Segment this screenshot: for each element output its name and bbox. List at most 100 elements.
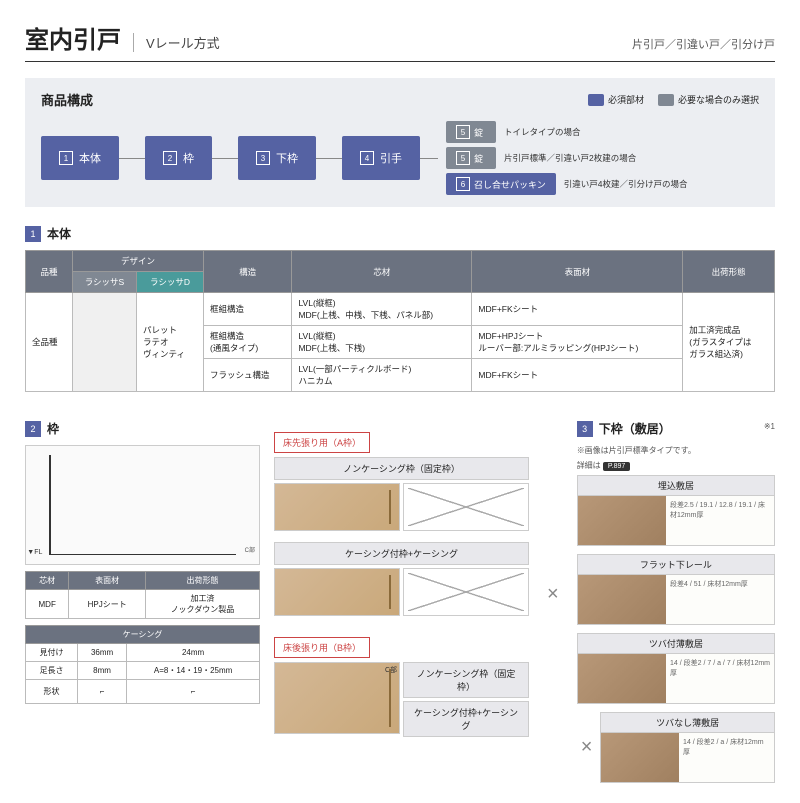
td-struct-2: フラッシュ構造	[204, 359, 292, 392]
sec3-note2-pre: 詳細は	[577, 461, 601, 470]
frame-material-table: 芯材表面材出荷形態 MDFHPJシート加工済 ノックダウン製品	[25, 571, 260, 619]
detail-title-3: ツバなし薄敷居	[600, 712, 775, 733]
branch-num-3: 6	[456, 177, 470, 191]
legend-required-label: 必須部材	[608, 93, 644, 106]
main-title: 室内引戸	[25, 20, 121, 55]
flow-row: 1本体 2枠 3下枠 4引手 5錠トイレタイプの場合 5錠片引戸標準／引違い戸2…	[41, 121, 759, 195]
cross-a-noncasing	[403, 483, 529, 531]
casing-table: ケーシング 見付け36mm24mm 足長さ8mmA=8・14・19・25mm 形…	[25, 625, 260, 704]
branch-note-3: 引違い戸4枚建／引分け戸の場合	[564, 178, 688, 190]
ct-r1v2: A=8・14・19・25mm	[127, 662, 260, 680]
ft-c1: HPJシート	[69, 590, 146, 619]
flow-box-2: 2枠	[145, 136, 212, 180]
th-surface: 表面材	[472, 251, 683, 293]
branch-num-2: 5	[456, 151, 470, 165]
img-a-casing	[274, 568, 400, 616]
flow-box-1: 1 本体	[41, 136, 119, 180]
branch-note-1: トイレタイプの場合	[504, 126, 581, 138]
sec2-num: 2	[25, 421, 41, 437]
cross-a-casing	[403, 568, 529, 616]
ct-r0v1: 36mm	[77, 644, 126, 662]
sec3-title: 下枠（敷居）	[599, 420, 671, 437]
flow-label-4: 引手	[380, 150, 402, 166]
flow-label-3: 下枠	[276, 150, 298, 166]
branch-label-2: 錠	[474, 152, 483, 165]
flow-box-3: 3下枠	[238, 136, 316, 180]
mid-column: 床先張り用（A枠） ノンケーシング枠（固定枠） ケーシング付枠+ケーシング 床後…	[274, 406, 529, 783]
detail-title-2: ツバ付薄敷居	[577, 633, 775, 654]
td-design-d: パレット ラテオ ヴィンティ	[136, 293, 203, 392]
section-3-column: 3下枠（敷居） ※1 ※画像は片引戸標準タイプです。 詳細は P.897 埋込敷…	[577, 406, 775, 783]
td-surf-2: MDF+FKシート	[472, 359, 683, 392]
ft-c2: 加工済 ノックダウン製品	[145, 590, 259, 619]
sec1-title: 本体	[47, 225, 71, 242]
c-part-label: C部	[245, 545, 255, 554]
td-ship: 加工済完成品 (ガラスタイプは ガラス組込済)	[683, 293, 775, 392]
ct-r0l: 見付け	[26, 644, 78, 662]
flow-num-4: 4	[360, 151, 374, 165]
legend-optional-label: 必要な場合のみ選択	[678, 93, 759, 106]
th-core: 芯材	[292, 251, 472, 293]
ct-r0v2: 24mm	[127, 644, 260, 662]
header-left: 室内引戸 Vレール方式	[25, 20, 220, 55]
detail-dims-2: 14 / 段差2 / 7 / a / 7 / 床材12mm厚	[666, 654, 774, 703]
flow-label-2: 枠	[183, 150, 194, 166]
swatch-optional	[658, 94, 674, 106]
label-a-frame: 床先張り用（A枠）	[274, 432, 370, 453]
table-body-spec: 品種 デザイン 構造 芯材 表面材 出荷形態 ラシッサS ラシッサD 全品種 パ…	[25, 250, 775, 392]
times-icon: ×	[547, 583, 559, 606]
img-b: C部	[274, 662, 400, 734]
times-icon-2: ×	[581, 736, 593, 759]
branch-num-1: 5	[456, 125, 470, 139]
ct-r1l: 足長さ	[26, 662, 78, 680]
td-core-2: LVL(一部パーティクルボード) ハニカム	[292, 359, 472, 392]
img-a-noncasing	[274, 483, 400, 531]
td-struct-1: 框組構造 (通風タイプ)	[204, 326, 292, 359]
sec3-num: 3	[577, 421, 593, 437]
branch-label-3: 召し合せパッキン	[474, 178, 546, 191]
td-core-0: LVL(縦框) MDF(上桟、中桟、下桟、パネル部)	[292, 293, 472, 326]
detail-title-0: 埋込敷居	[577, 475, 775, 496]
swatch-required	[588, 94, 604, 106]
flow-box-4: 4 引手	[342, 136, 420, 180]
ft-c0: MDF	[26, 590, 69, 619]
th-structure: 構造	[204, 251, 292, 293]
frame-diagram: C部	[25, 445, 260, 565]
branch-box-2: 5錠	[446, 147, 496, 169]
label-b-frame: 床後張り用（B枠）	[274, 637, 370, 658]
ft-h0: 芯材	[26, 572, 69, 590]
th-design: デザイン	[72, 251, 203, 272]
branch-box-1: 5錠	[446, 121, 496, 143]
detail-1: フラット下レール 段差4 / 51 / 床材12mm厚	[577, 554, 775, 625]
composition-title: 商品構成	[41, 90, 93, 109]
sub-title: Vレール方式	[133, 33, 220, 52]
sec3-note1: ※画像は片引戸標準タイプです。	[577, 445, 775, 456]
flow-label-1: 本体	[79, 150, 101, 166]
ct-shape: 形状	[26, 680, 78, 704]
flow-num-1: 1	[59, 151, 73, 165]
branch-label-1: 錠	[474, 126, 483, 139]
b-noncasing: ノンケーシング枠（固定枠）	[403, 662, 529, 698]
branch-group: 5錠トイレタイプの場合 5錠片引戸標準／引違い戸2枚建の場合 6召し合せパッキン…	[446, 121, 687, 195]
th-sub-d: ラシッサD	[136, 272, 203, 293]
ct-head: ケーシング	[26, 626, 260, 644]
td-core-1: LVL(縦框) MDF(上桟、下桟)	[292, 326, 472, 359]
branch-note-2: 片引戸標準／引違い戸2枚建の場合	[504, 152, 636, 164]
td-surf-1: MDF+HPJシート ルーバー部:アルミラッピング(HPJシート)	[472, 326, 683, 359]
ct-r1v1: 8mm	[77, 662, 126, 680]
b-casing: ケーシング付枠+ケーシング	[403, 701, 529, 737]
td-design-s	[72, 293, 136, 392]
td-surf-0: MDF+FKシート	[472, 293, 683, 326]
sec1-num: 1	[25, 226, 41, 242]
th-sub-s: ラシッサS	[72, 272, 136, 293]
casing-label: ケーシング付枠+ケーシング	[274, 542, 529, 565]
section-1-head: 1 本体	[25, 225, 775, 242]
sec2-title: 枠	[47, 420, 59, 437]
td-item: 全品種	[26, 293, 73, 392]
td-struct-0: 框組構造	[204, 293, 292, 326]
non-casing-label: ノンケーシング枠（固定枠）	[274, 457, 529, 480]
th-ship: 出荷形態	[683, 251, 775, 293]
detail-3: ツバなし薄敷居 14 / 段差2 / a / 床材12mm厚	[600, 712, 775, 783]
detail-dims-3: 14 / 段差2 / a / 床材12mm厚	[679, 733, 774, 782]
ft-h2: 出荷形態	[145, 572, 259, 590]
